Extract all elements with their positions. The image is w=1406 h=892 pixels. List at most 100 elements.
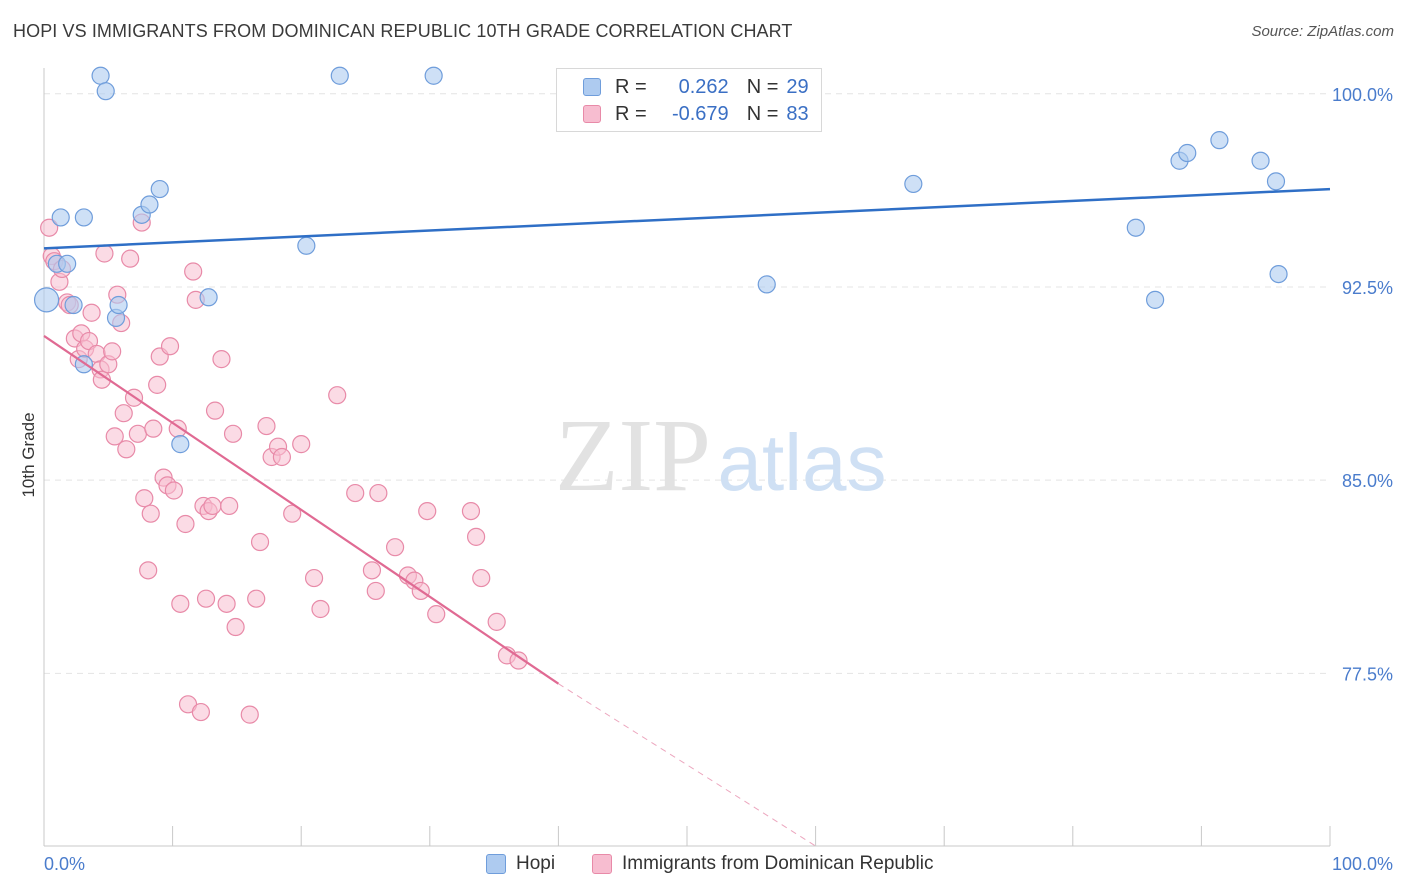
hopi-point (297, 236, 316, 255)
dominican-point (217, 594, 236, 613)
dominican-swatch (592, 854, 612, 874)
dominican-point (292, 435, 311, 454)
dominican-point (128, 424, 147, 443)
axis-layer (43, 68, 1331, 847)
watermark-atlas: atlas (718, 418, 887, 507)
dominican-point (196, 589, 216, 608)
dominican-point (466, 527, 486, 546)
hopi-point (51, 208, 70, 227)
dominican-point (328, 386, 347, 405)
watermark-zip: ZIP (555, 398, 711, 513)
dominican-point (362, 561, 382, 580)
hopi-point (1251, 151, 1270, 170)
legend-n-label: N = (746, 75, 779, 98)
hopi-point (58, 254, 77, 273)
hopi-point (91, 66, 110, 85)
dominican-trend-extension (558, 683, 816, 847)
trend-lines (43, 187, 1331, 847)
hopi-point (424, 66, 443, 85)
dominican-point (144, 419, 163, 438)
bottom-legend-dominican: Immigrants from Dominican Republic (592, 852, 934, 876)
dominican-point (160, 337, 180, 356)
grid-layer (44, 93, 1330, 674)
dominican-point (114, 404, 133, 423)
dominican-point (418, 501, 437, 521)
hopi-point (1266, 172, 1286, 191)
x-tick-label: 100.0% (1332, 854, 1393, 874)
watermark: ZIP atlas (555, 398, 886, 513)
hopi-point (1146, 290, 1165, 309)
dominican-point (304, 568, 324, 588)
hopi-point (1126, 218, 1145, 237)
dominican-point (311, 599, 330, 619)
bottom-legend-hopi-label: Hopi (516, 853, 556, 874)
dominican-point (117, 440, 136, 459)
hopi-point (109, 295, 128, 315)
dominican-point (427, 605, 446, 624)
dominican-point (205, 401, 225, 420)
dominican-point (184, 262, 203, 281)
legend-r-label: R = (615, 75, 647, 98)
bottom-legend-hopi: Hopi (486, 852, 555, 876)
dominican-point (461, 501, 481, 521)
dominican-points (40, 213, 528, 724)
dominican-point (250, 532, 270, 552)
hopi-point (1210, 131, 1229, 150)
dominican-point (164, 481, 183, 500)
dominican-point (82, 303, 101, 322)
legend-n-value: 29 (786, 75, 809, 98)
dominican-point (105, 427, 124, 446)
dominican-point (148, 375, 167, 394)
dominican-point (272, 447, 292, 467)
x-tick-label: 0.0% (44, 854, 85, 874)
dominican-point (203, 496, 222, 516)
dominican-point (95, 244, 114, 263)
dominican-point (366, 581, 385, 601)
hopi-point (171, 435, 190, 454)
dominican-point (509, 651, 528, 670)
dominican-point (247, 589, 266, 608)
legend-r-label: R = (615, 102, 647, 125)
dominican-point (226, 617, 245, 637)
dominican-point (369, 483, 388, 503)
dominican-point (283, 504, 302, 523)
dominican-point (487, 612, 506, 631)
y-axis-title: 10th Grade (19, 412, 38, 497)
legend-row-hopi: R = 0.262 N = 29 (583, 74, 809, 100)
hopi-trend-line (43, 187, 1331, 250)
correlation-legend: R = 0.262 N = 29 R = -0.679 N = 83 (556, 68, 822, 132)
hopi-point (140, 195, 159, 214)
dominican-point (139, 561, 158, 580)
chart-title: HOPI VS IMMIGRANTS FROM DOMINICAN REPUBL… (13, 21, 793, 41)
hopi-point (1178, 143, 1197, 163)
dominican-point (176, 514, 195, 534)
dominican-swatch (583, 105, 601, 123)
legend-r-value: -0.679 (671, 102, 729, 125)
legend-r-value: 0.262 (678, 75, 729, 98)
dominican-point (135, 489, 154, 508)
dominican-point (121, 249, 140, 268)
dominican-point (385, 538, 405, 557)
bottom-legend-dominican-label: Immigrants from Dominican Republic (622, 853, 934, 874)
hopi-swatch (583, 78, 601, 96)
hopi-point (33, 287, 60, 313)
dominican-point (191, 702, 210, 722)
hopi-point (904, 174, 923, 194)
axis-labels: 100.0% 92.5% 85.0% 77.5% 0.0% 100.0% (44, 85, 1393, 874)
hopi-point (64, 295, 83, 315)
dominican-trend-line (43, 335, 560, 685)
dominican-point (240, 705, 259, 724)
y-tick-label: 85.0% (1342, 471, 1393, 491)
legend-n-label: N = (746, 102, 779, 125)
hopi-point (1269, 264, 1288, 284)
hopi-points (33, 66, 1288, 454)
dominican-point (223, 424, 243, 443)
legend-row-dominican: R = -0.679 N = 83 (583, 101, 809, 127)
dominican-point (40, 218, 59, 237)
hopi-swatch (486, 854, 506, 874)
y-tick-label: 77.5% (1342, 664, 1393, 684)
hopi-point (757, 275, 776, 294)
source-label: Source: ZipAtlas.com (1251, 23, 1394, 40)
dominican-point (346, 483, 365, 503)
